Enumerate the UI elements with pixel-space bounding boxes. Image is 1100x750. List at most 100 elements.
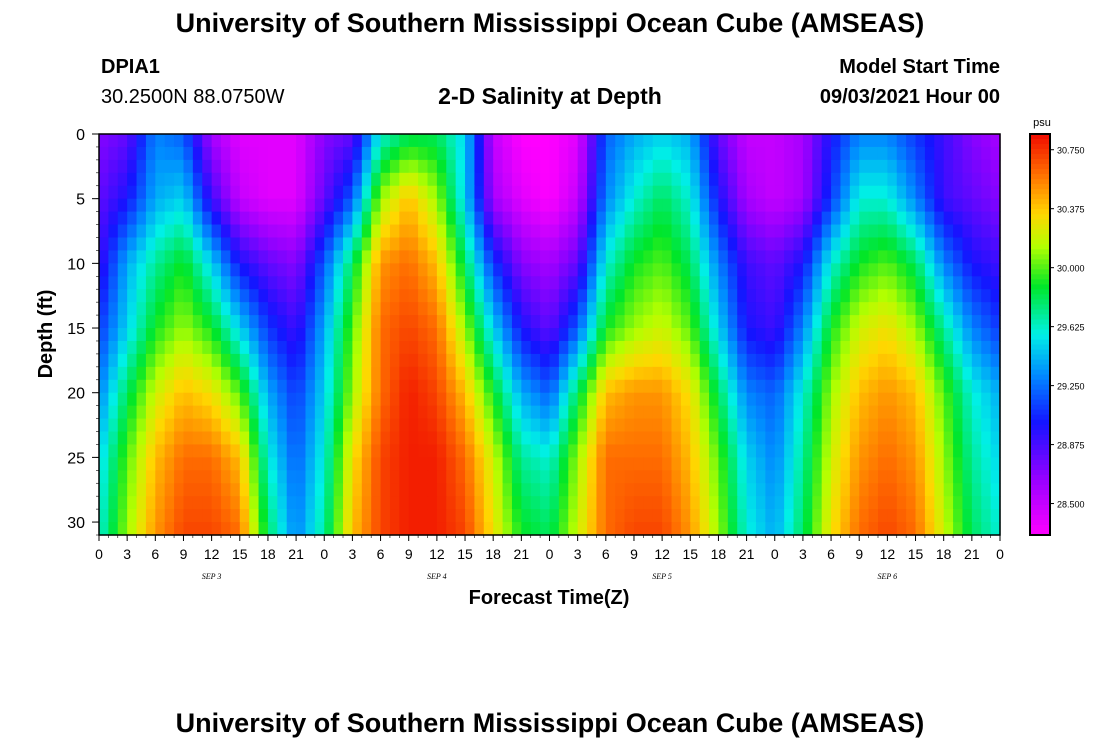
heatmap-cell: [558, 263, 569, 277]
heatmap-cell: [202, 237, 213, 252]
heatmap-cell: [530, 185, 541, 200]
heatmap-cell: [136, 509, 147, 523]
heatmap-cell: [821, 509, 832, 523]
heatmap-cell: [324, 315, 335, 329]
heatmap-cell: [680, 418, 691, 433]
heatmap-cell: [718, 224, 729, 239]
heatmap-cell: [474, 405, 485, 420]
heatmap-cell: [577, 483, 588, 497]
heatmap-cell: [324, 198, 335, 213]
heatmap-cell: [530, 392, 541, 407]
heatmap-cell: [164, 470, 175, 484]
heatmap-cell: [530, 340, 541, 355]
heatmap-cell: [286, 392, 297, 407]
heatmap-cell: [859, 366, 870, 381]
heatmap-cell: [981, 418, 992, 433]
colorbar-segment: [1030, 374, 1050, 381]
heatmap-cell: [943, 289, 954, 303]
heatmap-cell: [643, 289, 654, 303]
x-tick-label: 3: [799, 546, 807, 562]
heatmap-cell: [418, 146, 429, 161]
heatmap-cell: [474, 366, 485, 381]
heatmap-cell: [680, 328, 691, 342]
heatmap-cell: [737, 496, 748, 510]
heatmap-cell: [793, 379, 804, 394]
heatmap-cell: [155, 250, 166, 264]
heatmap-cell: [99, 431, 109, 446]
heatmap-cell: [99, 263, 109, 277]
heatmap-cell: [446, 457, 457, 471]
heatmap-cell: [774, 302, 785, 316]
heatmap-cell: [624, 185, 635, 200]
heatmap-cell: [652, 146, 663, 161]
heatmap-cell: [671, 509, 682, 523]
heatmap-cell: [577, 392, 588, 407]
heatmap-cell: [877, 302, 888, 316]
heatmap-cell: [765, 496, 776, 510]
heatmap-cell: [587, 328, 598, 342]
heatmap-cell: [380, 353, 391, 368]
y-tick-label: 0: [76, 127, 85, 144]
heatmap-cell: [155, 392, 166, 407]
heatmap-cell: [699, 172, 710, 187]
heatmap-cell: [802, 496, 813, 510]
colorbar-segment: [1030, 234, 1050, 240]
heatmap-cell: [699, 237, 710, 252]
heatmap-cell: [493, 457, 504, 471]
heatmap-cell: [239, 276, 250, 290]
heatmap-cell: [831, 496, 842, 510]
heatmap-cell: [314, 134, 325, 148]
heatmap-cell: [568, 353, 579, 368]
heatmap-cell: [427, 276, 438, 290]
heatmap-cell: [812, 224, 823, 239]
heatmap-cell: [267, 302, 278, 316]
colorbar-segment: [1030, 429, 1050, 436]
heatmap-cell: [511, 366, 522, 381]
heatmap-cell: [418, 134, 429, 148]
heatmap-cell: [145, 185, 156, 200]
heatmap-cell: [427, 302, 438, 316]
heatmap-cell: [953, 405, 964, 420]
heatmap-cell: [277, 146, 288, 161]
heatmap-cell: [652, 392, 663, 407]
heatmap-cell: [605, 470, 616, 484]
heatmap-cell: [671, 224, 682, 239]
heatmap-cell: [455, 198, 466, 213]
heatmap-cell: [709, 315, 720, 329]
heatmap-cell: [230, 159, 241, 174]
heatmap-cell: [277, 392, 288, 407]
heatmap-cell: [924, 315, 935, 329]
heatmap-cell: [981, 483, 992, 497]
heatmap-cell: [727, 522, 738, 536]
heatmap-cell: [174, 146, 185, 161]
heatmap-cell: [117, 405, 128, 420]
heatmap-cell: [380, 418, 391, 433]
heatmap-cell: [446, 263, 457, 277]
heatmap-cell: [483, 379, 494, 394]
heatmap-cell: [436, 146, 447, 161]
colorbar-segment: [1030, 209, 1050, 215]
heatmap-cell: [455, 522, 466, 536]
heatmap-cell: [849, 353, 860, 368]
heatmap-cell: [671, 496, 682, 510]
heatmap-cell: [652, 405, 663, 420]
heatmap-cell: [671, 276, 682, 290]
heatmap-cell: [549, 328, 560, 342]
heatmap-cell: [333, 353, 344, 368]
heatmap-cell: [117, 224, 128, 239]
heatmap-cell: [239, 134, 250, 148]
heatmap-cell: [108, 444, 119, 458]
heatmap-cell: [192, 509, 203, 523]
heatmap-cell: [840, 431, 851, 446]
heatmap-cell: [446, 496, 457, 510]
heatmap-cell: [671, 159, 682, 174]
heatmap-cell: [277, 366, 288, 381]
heatmap-cell: [896, 198, 907, 213]
heatmap-cell: [202, 211, 213, 226]
heatmap-cell: [314, 146, 325, 161]
heatmap-cell: [709, 185, 720, 200]
heatmap-cell: [343, 496, 354, 510]
heatmap-cell: [962, 250, 973, 264]
heatmap-cell: [671, 379, 682, 394]
heatmap-cell: [643, 237, 654, 252]
